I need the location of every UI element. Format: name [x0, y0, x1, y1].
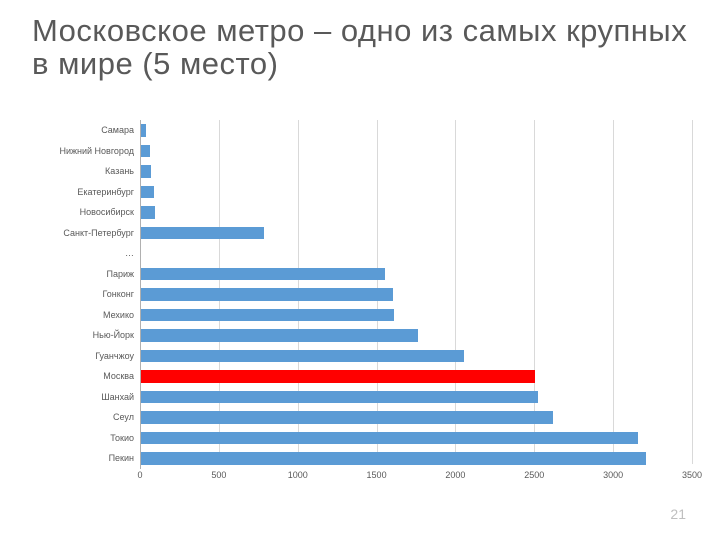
bar [141, 452, 646, 465]
y-axis-label: Нижний Новгород [32, 146, 140, 156]
bar [141, 165, 151, 178]
bar-cell [140, 141, 692, 162]
y-axis-label: Гуанчжоу [32, 351, 140, 361]
y-axis-label: Сеул [32, 412, 140, 422]
chart-row: Гуанчжоу [32, 346, 692, 367]
bar-cell [140, 264, 692, 285]
bar [141, 288, 393, 301]
x-axis-label: 3500 [682, 470, 702, 480]
y-axis-label: Екатеринбург [32, 187, 140, 197]
bar [141, 329, 418, 342]
bar [141, 391, 538, 404]
y-axis-label: Пекин [32, 453, 140, 463]
bar-cell [140, 284, 692, 305]
x-axis-label: 500 [211, 470, 226, 480]
bar [141, 227, 264, 240]
chart-row: Сеул [32, 407, 692, 428]
page-number: 21 [670, 506, 686, 522]
chart-row: Токио [32, 428, 692, 449]
y-axis-label: Шанхай [32, 392, 140, 402]
bar-cell [140, 325, 692, 346]
chart-row: Гонконг [32, 284, 692, 305]
bar [141, 309, 394, 322]
x-axis-label: 1000 [288, 470, 308, 480]
x-axis-label: 3000 [603, 470, 623, 480]
bar [141, 411, 553, 424]
bar [141, 432, 638, 445]
bar [141, 124, 146, 137]
bar-cell [140, 182, 692, 203]
bar-cell [140, 202, 692, 223]
y-axis-label: Париж [32, 269, 140, 279]
chart-row: Новосибирск [32, 202, 692, 223]
y-axis-label: Мехико [32, 310, 140, 320]
bar-cell [140, 305, 692, 326]
bar-cell [140, 407, 692, 428]
bar-cell [140, 161, 692, 182]
y-axis-label: Гонконг [32, 289, 140, 299]
bar-cell [140, 223, 692, 244]
chart-row: Шанхай [32, 387, 692, 408]
chart-row: Санкт-Петербург [32, 223, 692, 244]
bar-highlight [141, 370, 535, 383]
chart-row: Самара [32, 120, 692, 141]
chart-plot: Самара Нижний Новгород Казань Екатеринбург Н… [32, 120, 692, 464]
y-axis-label: Токио [32, 433, 140, 443]
chart-row: Москва [32, 366, 692, 387]
y-axis-label: Новосибирск [32, 207, 140, 217]
chart-x-axis: 0500100015002000250030003500 [140, 464, 692, 490]
bar-cell [140, 120, 692, 141]
bar [141, 268, 385, 281]
y-axis-label: Москва [32, 371, 140, 381]
bar-cell [140, 387, 692, 408]
x-axis-label: 0 [137, 470, 142, 480]
y-axis-label: … [32, 248, 140, 258]
bar-cell [140, 243, 692, 264]
chart-row: Нью-Йорк [32, 325, 692, 346]
bar [141, 145, 150, 158]
chart-row: … [32, 243, 692, 264]
gridline [692, 120, 693, 464]
bar-cell [140, 346, 692, 367]
y-axis-label: Казань [32, 166, 140, 176]
metro-bar-chart: Самара Нижний Новгород Казань Екатеринбург Н… [32, 120, 692, 490]
bar-cell [140, 428, 692, 449]
slide-title: Московское метро – одно из самых крупных… [32, 14, 692, 81]
bar [141, 206, 155, 219]
x-axis-label: 2500 [524, 470, 544, 480]
x-axis-label: 1500 [367, 470, 387, 480]
bar [141, 350, 464, 363]
y-axis-label: Санкт-Петербург [32, 228, 140, 238]
chart-row: Париж [32, 264, 692, 285]
bar-cell [140, 366, 692, 387]
x-axis-label: 2000 [445, 470, 465, 480]
y-axis-label: Самара [32, 125, 140, 135]
bar [141, 186, 154, 199]
chart-row: Нижний Новгород [32, 141, 692, 162]
chart-row: Казань [32, 161, 692, 182]
chart-row: Мехико [32, 305, 692, 326]
y-axis-label: Нью-Йорк [32, 330, 140, 340]
chart-row: Екатеринбург [32, 182, 692, 203]
